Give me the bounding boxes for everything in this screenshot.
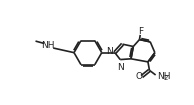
Text: NH: NH bbox=[41, 41, 55, 50]
Text: N: N bbox=[117, 63, 124, 72]
Text: N: N bbox=[107, 47, 113, 56]
Text: 2: 2 bbox=[164, 75, 168, 81]
Text: NH: NH bbox=[157, 72, 171, 81]
Text: F: F bbox=[139, 27, 144, 36]
Text: O: O bbox=[135, 72, 142, 81]
